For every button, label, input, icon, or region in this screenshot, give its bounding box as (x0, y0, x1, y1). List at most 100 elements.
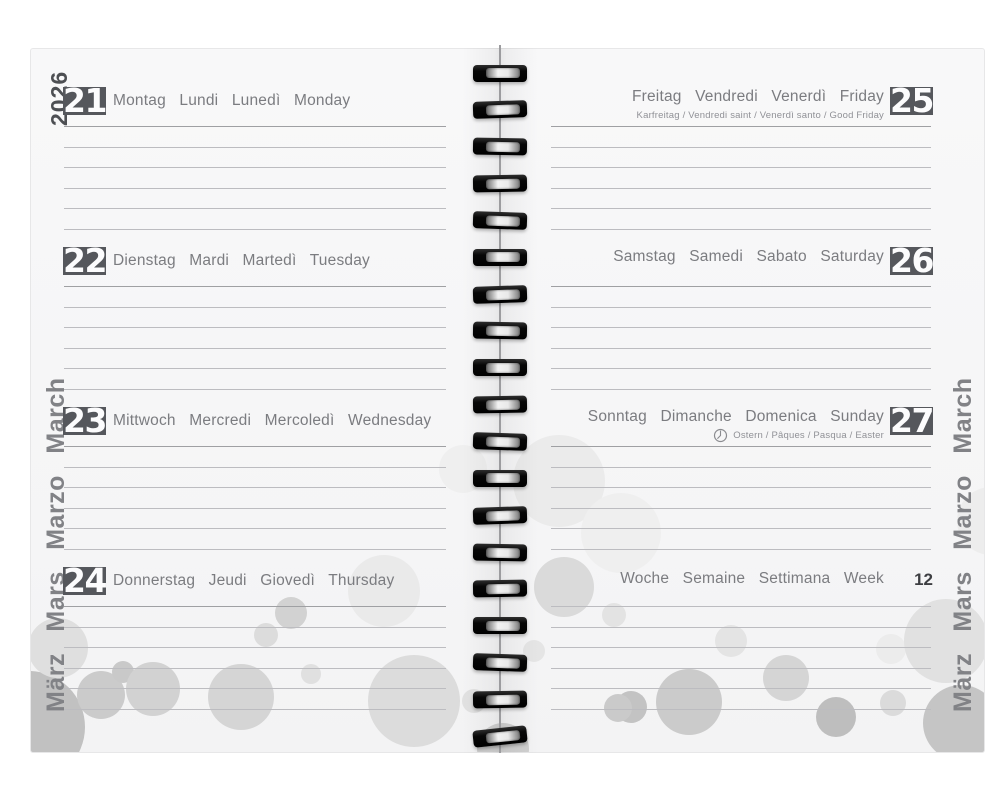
decor-circle (957, 487, 984, 555)
day-number: 21 (63, 87, 106, 115)
ruled-line (64, 487, 446, 488)
binding-ring (472, 432, 528, 451)
holiday-note: Karfreitag / Vendredi saint / Venerdì sa… (636, 109, 884, 121)
clock-icon (714, 428, 728, 442)
ruled-line (64, 467, 446, 468)
ruled-line (551, 627, 931, 628)
day-header-tuesday: Dienstag Mardi Martedì Tuesday (113, 249, 370, 273)
ruled-line (64, 508, 446, 509)
binding-ring (473, 248, 527, 266)
day-names: Montag Lundi Lunedì Monday (113, 92, 351, 109)
day-names: Samstag Samedi Sabato Saturday (613, 248, 884, 265)
ruled-line (64, 188, 446, 189)
day-number-badge-27: 27 (890, 407, 933, 435)
decor-circle (77, 671, 125, 719)
decor-circle (816, 697, 856, 737)
day-number: 24 (63, 567, 106, 595)
ruled-line (551, 528, 931, 529)
day-header-rule (551, 286, 931, 287)
binding-ring (473, 359, 527, 377)
binding-ring (472, 543, 528, 562)
day-header-rule (64, 286, 446, 287)
day-header-saturday: Samstag Samedi Sabato Saturday (613, 246, 884, 268)
decor-circle (876, 634, 906, 664)
ruled-line (64, 688, 446, 689)
day-header-rule (64, 446, 446, 447)
ruled-line (64, 709, 446, 710)
day-number: 22 (63, 247, 106, 275)
day-header-rule (551, 126, 931, 127)
decor-circle (715, 625, 747, 657)
ruled-line (64, 147, 446, 148)
ruled-line (551, 167, 931, 168)
ruled-line (64, 368, 446, 369)
binding-ring (472, 174, 528, 193)
ruled-line (64, 389, 446, 390)
ruled-line (64, 229, 446, 230)
week-number: 12 (914, 570, 933, 589)
day-number-badge-24: 24 (63, 567, 106, 595)
day-header-rule (64, 126, 446, 127)
binding-ring (473, 617, 527, 635)
decor-circle (275, 597, 307, 629)
decor-circle (368, 655, 460, 747)
ruled-line (551, 606, 931, 607)
holiday-note: Ostern / Pâques / Pasqua / Easter (733, 429, 884, 441)
ruled-line (64, 668, 446, 669)
ruled-line (64, 208, 446, 209)
binding-ring (472, 284, 528, 304)
decor-circle (513, 435, 605, 527)
decor-circle (208, 664, 274, 730)
day-header-thursday: Donnerstag Jeudi Giovedì Thursday (113, 569, 394, 593)
binding-ring (472, 505, 528, 525)
day-number-badge-21: 21 (63, 87, 106, 115)
ruled-line (551, 709, 931, 710)
ruled-line (551, 147, 931, 148)
ruled-line (551, 368, 931, 369)
decor-circle (904, 599, 984, 683)
binding-ring (472, 579, 528, 598)
ruled-line (551, 188, 931, 189)
binding-ring (473, 64, 527, 82)
day-number: 23 (63, 407, 106, 435)
decor-circle (348, 555, 420, 627)
day-number: 25 (890, 87, 933, 115)
ruled-line (551, 668, 931, 669)
ruled-line (551, 208, 931, 209)
day-header-friday: Freitag Vendredi Venerdì Friday Karfreit… (632, 86, 884, 122)
day-header-rule (64, 606, 446, 607)
decor-circle (31, 671, 85, 752)
day-number-badge-26: 26 (890, 247, 933, 275)
day-names: Freitag Vendredi Venerdì Friday (631, 88, 884, 105)
decor-circle (254, 623, 278, 647)
day-header-rule (551, 446, 931, 447)
decor-circle (923, 685, 984, 752)
ruled-line (64, 307, 446, 308)
ruled-line (551, 467, 931, 468)
day-names: Donnerstag Jeudi Giovedì Thursday (113, 572, 395, 589)
week-labels: Woche Semaine Settimana Week (620, 570, 884, 587)
week-row: Woche Semaine Settimana Week (620, 568, 884, 590)
ruled-line (64, 549, 446, 550)
day-number-badge-25: 25 (890, 87, 933, 115)
binding-ring (472, 690, 528, 709)
decor-circle (126, 662, 180, 716)
binding-ring (472, 395, 528, 414)
binding-ring (473, 469, 527, 487)
day-number-badge-23: 23 (63, 407, 106, 435)
day-names: Sonntag Dimanche Domenica Sunday (587, 408, 884, 425)
ruled-line (551, 487, 931, 488)
decor-circle (301, 664, 321, 684)
decor-circle (763, 655, 809, 701)
day-header-monday: Montag Lundi Lunedì Monday (113, 89, 350, 113)
ruled-line (551, 647, 931, 648)
decor-circle (602, 603, 626, 627)
day-names: Mittwoch Mercredi Mercoledì Wednesday (113, 412, 432, 429)
binding-ring (472, 321, 528, 340)
ruled-line (551, 389, 931, 390)
binding-ring (472, 137, 528, 156)
binding-ring (472, 653, 528, 673)
